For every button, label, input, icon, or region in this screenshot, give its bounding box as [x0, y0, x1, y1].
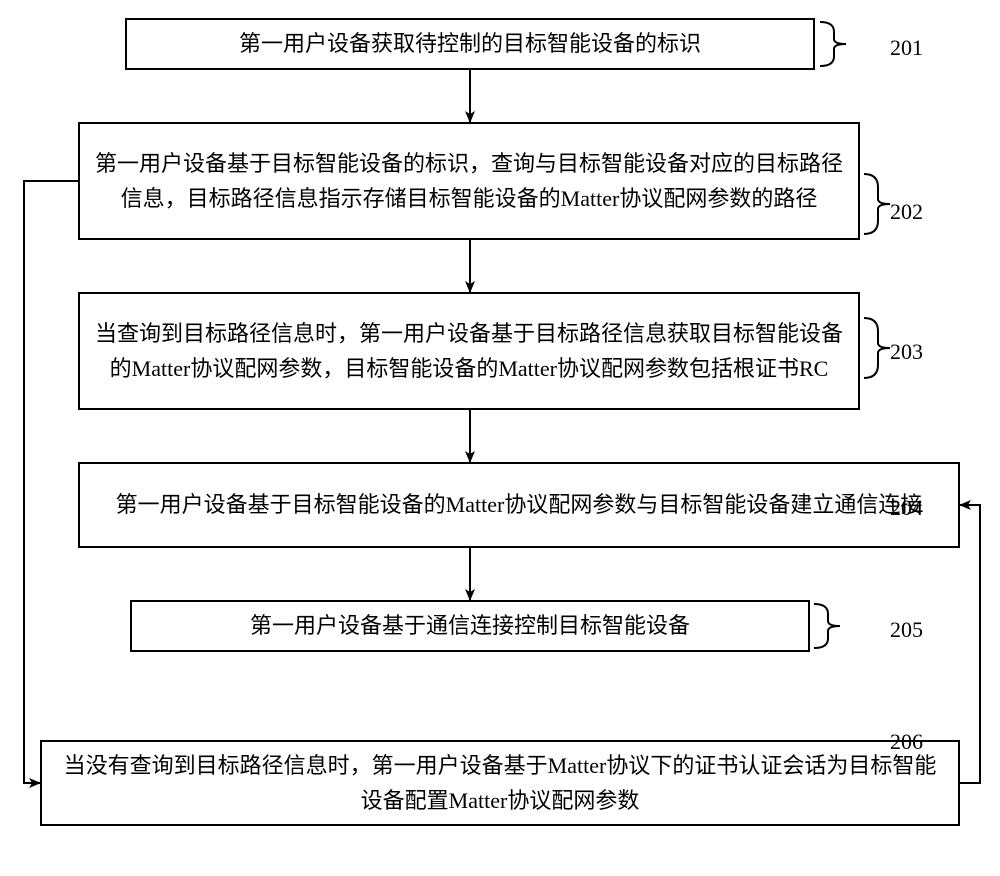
step-label-205: 205 — [890, 617, 923, 643]
step-label-202: 202 — [890, 199, 923, 225]
flow-node-n206: 当没有查询到目标路径信息时，第一用户设备基于Matter协议下的证书认证会话为目… — [40, 740, 960, 826]
brace-205 — [814, 604, 840, 648]
flow-node-n201: 第一用户设备获取待控制的目标智能设备的标识 — [125, 18, 815, 70]
flow-node-n202: 第一用户设备基于目标智能设备的标识，查询与目标智能设备对应的目标路径信息，目标路… — [78, 122, 860, 240]
edge-n206-right-n204 — [960, 505, 980, 783]
step-label-204: 204 — [890, 495, 923, 521]
flow-node-n203: 当查询到目标路径信息时，第一用户设备基于目标路径信息获取目标智能设备的Matte… — [78, 292, 860, 410]
step-label-201: 201 — [890, 35, 923, 61]
flow-node-n205: 第一用户设备基于通信连接控制目标智能设备 — [130, 600, 810, 652]
brace-202 — [864, 174, 890, 234]
edge-n202-left-n206 — [24, 181, 78, 783]
brace-203 — [864, 318, 890, 378]
flowchart-canvas: 第一用户设备获取待控制的目标智能设备的标识第一用户设备基于目标智能设备的标识，查… — [0, 0, 1000, 876]
step-label-203: 203 — [890, 339, 923, 365]
flow-node-n204: 第一用户设备基于目标智能设备的Matter协议配网参数与目标智能设备建立通信连接 — [78, 462, 960, 548]
step-label-206: 206 — [890, 729, 923, 755]
brace-201 — [820, 22, 846, 66]
